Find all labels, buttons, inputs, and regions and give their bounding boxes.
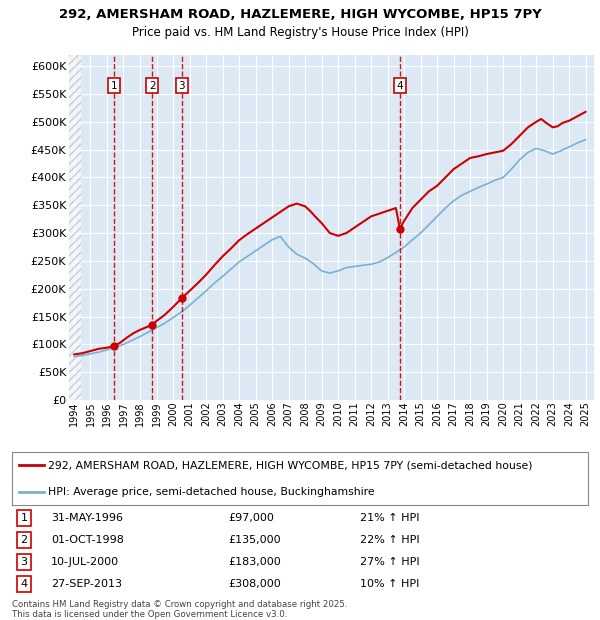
Text: £308,000: £308,000 — [228, 579, 281, 589]
Text: 10-JUL-2000: 10-JUL-2000 — [51, 557, 119, 567]
Text: 292, AMERSHAM ROAD, HAZLEMERE, HIGH WYCOMBE, HP15 7PY: 292, AMERSHAM ROAD, HAZLEMERE, HIGH WYCO… — [59, 8, 541, 21]
Text: 2: 2 — [149, 81, 155, 91]
Text: £97,000: £97,000 — [228, 513, 274, 523]
Text: 27-SEP-2013: 27-SEP-2013 — [51, 579, 122, 589]
Text: 2: 2 — [20, 535, 28, 545]
Text: 4: 4 — [20, 579, 28, 589]
Text: Contains HM Land Registry data © Crown copyright and database right 2025.
This d: Contains HM Land Registry data © Crown c… — [12, 600, 347, 619]
Text: £183,000: £183,000 — [228, 557, 281, 567]
Text: £135,000: £135,000 — [228, 535, 281, 545]
Text: 27% ↑ HPI: 27% ↑ HPI — [360, 557, 419, 567]
Text: 22% ↑ HPI: 22% ↑ HPI — [360, 535, 419, 545]
Bar — [69, 55, 81, 400]
Text: Price paid vs. HM Land Registry's House Price Index (HPI): Price paid vs. HM Land Registry's House … — [131, 26, 469, 39]
Text: 1: 1 — [20, 513, 28, 523]
Text: 21% ↑ HPI: 21% ↑ HPI — [360, 513, 419, 523]
Text: 4: 4 — [397, 81, 403, 91]
Text: 10% ↑ HPI: 10% ↑ HPI — [360, 579, 419, 589]
Text: 31-MAY-1996: 31-MAY-1996 — [51, 513, 123, 523]
Text: 292, AMERSHAM ROAD, HAZLEMERE, HIGH WYCOMBE, HP15 7PY (semi-detached house): 292, AMERSHAM ROAD, HAZLEMERE, HIGH WYCO… — [48, 460, 532, 470]
Text: 1: 1 — [110, 81, 117, 91]
Text: 3: 3 — [178, 81, 185, 91]
Text: HPI: Average price, semi-detached house, Buckinghamshire: HPI: Average price, semi-detached house,… — [48, 487, 374, 497]
Text: 3: 3 — [20, 557, 28, 567]
Text: 01-OCT-1998: 01-OCT-1998 — [51, 535, 124, 545]
